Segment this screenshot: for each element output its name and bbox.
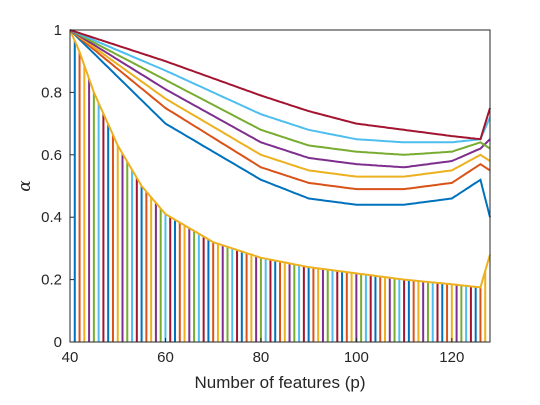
- series-line: [69, 29, 491, 169]
- series-line: [69, 29, 491, 191]
- lower-envelope-line: [69, 29, 491, 289]
- series-line: [69, 29, 491, 178]
- y-axis-label: α: [15, 180, 35, 192]
- plot-area: [69, 29, 491, 342]
- series-line: [69, 29, 491, 141]
- x-tick-label: 80: [253, 349, 270, 366]
- x-axis-label: Number of features (p): [194, 373, 365, 392]
- y-tick-label: 1: [54, 22, 62, 39]
- series-line: [69, 29, 491, 156]
- y-tick-label: 0: [54, 334, 62, 351]
- y-tick-label: 0.4: [41, 209, 62, 226]
- axes-frame: [69, 29, 491, 343]
- ticks-group: 40 60 80 100 120 0 0.2 0.4 0.6 0.8 1: [41, 22, 464, 366]
- x-tick-label: 60: [157, 349, 174, 366]
- series-line: [69, 29, 491, 144]
- x-tick-label: 40: [62, 349, 79, 366]
- y-tick-label: 0.8: [41, 84, 62, 101]
- y-tick-label: 0.6: [41, 147, 62, 164]
- x-tick-label: 120: [439, 349, 464, 366]
- series-line: [69, 29, 491, 218]
- y-tick-label: 0.2: [41, 272, 62, 289]
- x-tick-label: 100: [344, 349, 369, 366]
